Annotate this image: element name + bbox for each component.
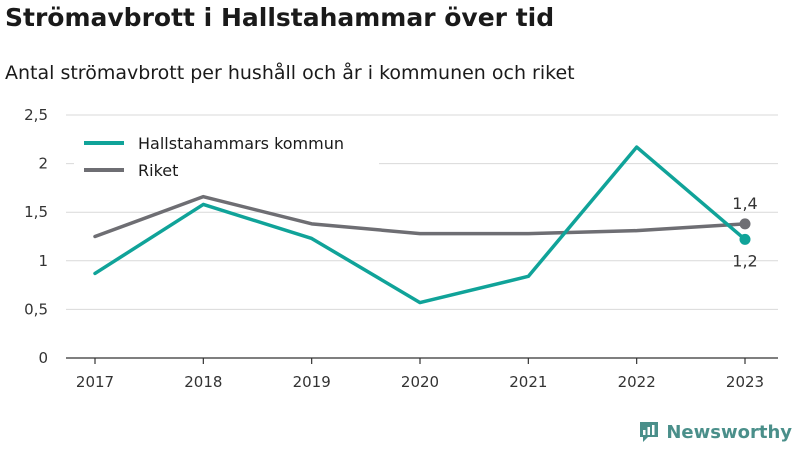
x-tick-label: 2019 [293, 373, 331, 391]
series-end-point-kommun [739, 233, 751, 245]
legend-label: Hallstahammars kommun [138, 134, 344, 153]
brand-logo: Newsworthy [638, 420, 792, 444]
end-value-label: 1,4 [732, 194, 757, 213]
series-line-riket [93, 194, 747, 239]
y-tick-label: 0 [38, 349, 48, 367]
x-tick-label: 2018 [184, 373, 222, 391]
x-tick-label: 2023 [726, 373, 764, 391]
y-tick-label: 1,5 [24, 203, 48, 221]
y-tick-label: 2 [38, 155, 48, 173]
line-chart: 0 0,5 1 1,5 2 2,5 2017 2018 2019 2020 2021 2022 202… [24, 106, 778, 391]
chart-subtitle: Antal strömavbrott per hushåll och år i … [5, 62, 575, 84]
chart-title: Strömavbrott i Hallstahammar över tid [5, 3, 555, 32]
data-labels: 1,2 1,4 [732, 194, 757, 271]
y-tick-label: 1 [38, 252, 48, 270]
x-tick-label: 2022 [618, 373, 656, 391]
y-axis: 0 0,5 1 1,5 2 2,5 [24, 106, 48, 367]
legend-label: Riket [138, 161, 178, 180]
y-tick-label: 2,5 [24, 106, 48, 124]
series-lines [93, 145, 751, 305]
y-tick-label: 0,5 [24, 300, 48, 318]
x-tick-label: 2021 [509, 373, 547, 391]
brand-name: Newsworthy [666, 421, 792, 443]
legend-background [74, 128, 379, 186]
series-end-point-riket [739, 218, 751, 230]
legend: Hallstahammars kommun Riket [74, 128, 379, 186]
x-axis: 2017 2018 2019 2020 2021 2022 2023 [66, 357, 778, 391]
newsworthy-logo-icon [640, 422, 659, 442]
series-line-kommun [93, 145, 747, 305]
end-value-label: 1,2 [732, 251, 757, 270]
x-tick-label: 2017 [76, 373, 114, 391]
x-tick-label: 2020 [401, 373, 439, 391]
